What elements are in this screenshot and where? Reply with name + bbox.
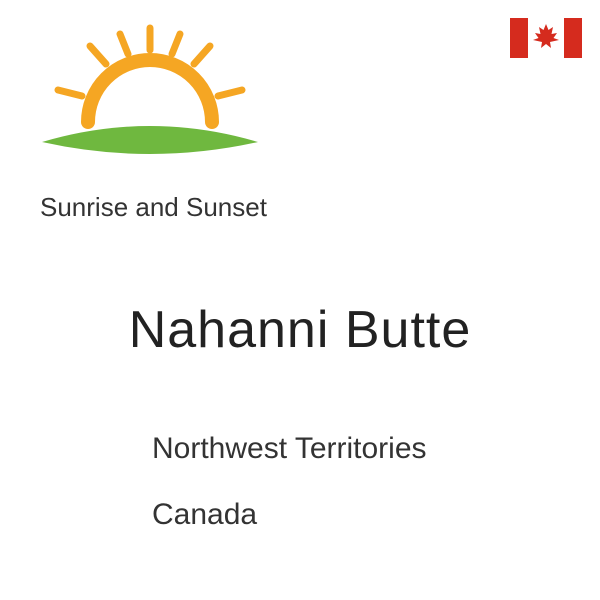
place-name: Nahanni Butte — [0, 300, 600, 360]
flag-icon — [510, 18, 582, 58]
subtitle-text: Sunrise and Sunset — [40, 192, 267, 223]
sunrise-logo — [30, 20, 270, 180]
canada-flag — [510, 18, 582, 58]
country-text: Canada — [152, 498, 257, 532]
sunrise-icon — [30, 20, 270, 180]
region-text: Northwest Territories — [152, 432, 427, 466]
